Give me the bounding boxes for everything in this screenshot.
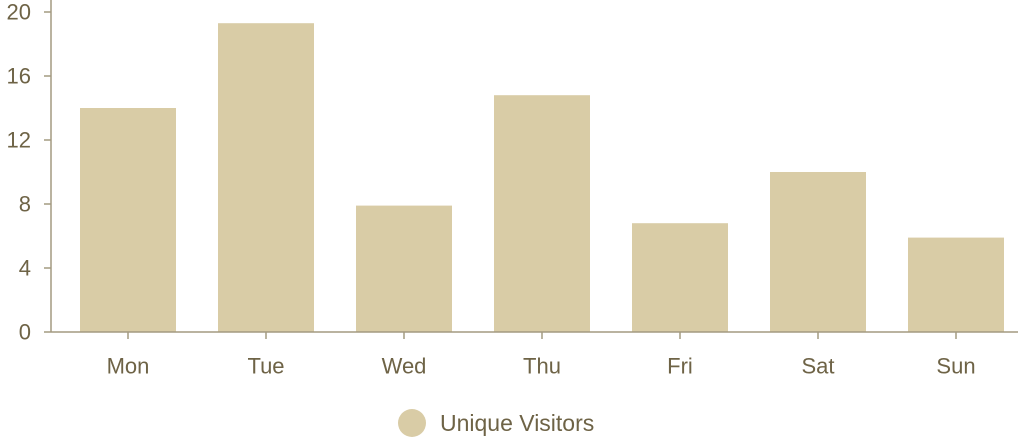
x-tick-label-sat: Sat — [801, 354, 834, 379]
x-tick-label-fri: Fri — [667, 354, 693, 379]
x-axis-ticks: Mon Tue Wed Thu Fri Sat Sun — [107, 332, 976, 379]
bar-sat[interactable] — [770, 172, 866, 332]
y-tick-label: 0 — [19, 320, 31, 345]
bar-mon[interactable] — [80, 108, 176, 332]
bar-tue[interactable] — [218, 23, 314, 332]
y-tick-label: 20 — [7, 0, 31, 25]
y-axis-ticks: 0 4 8 12 16 20 — [7, 0, 51, 345]
legend-label-unique-visitors: Unique Visitors — [440, 410, 594, 436]
bar-sun[interactable] — [908, 237, 1004, 332]
x-tick-label-thu: Thu — [523, 354, 561, 379]
y-tick-label: 4 — [19, 256, 31, 281]
bar-thu[interactable] — [494, 95, 590, 332]
x-tick-label-mon: Mon — [107, 354, 150, 379]
x-tick-label-wed: Wed — [382, 354, 427, 379]
y-tick-label: 16 — [7, 64, 31, 89]
y-tick-label: 8 — [19, 192, 31, 217]
bar-fri[interactable] — [632, 223, 728, 332]
bar-wed[interactable] — [356, 205, 452, 332]
legend[interactable]: Unique Visitors — [398, 409, 594, 437]
legend-swatch-unique-visitors — [398, 409, 426, 437]
y-tick-label: 12 — [7, 128, 31, 153]
x-tick-label-tue: Tue — [247, 354, 284, 379]
x-tick-label-sun: Sun — [936, 354, 975, 379]
bars-group — [80, 23, 1004, 332]
